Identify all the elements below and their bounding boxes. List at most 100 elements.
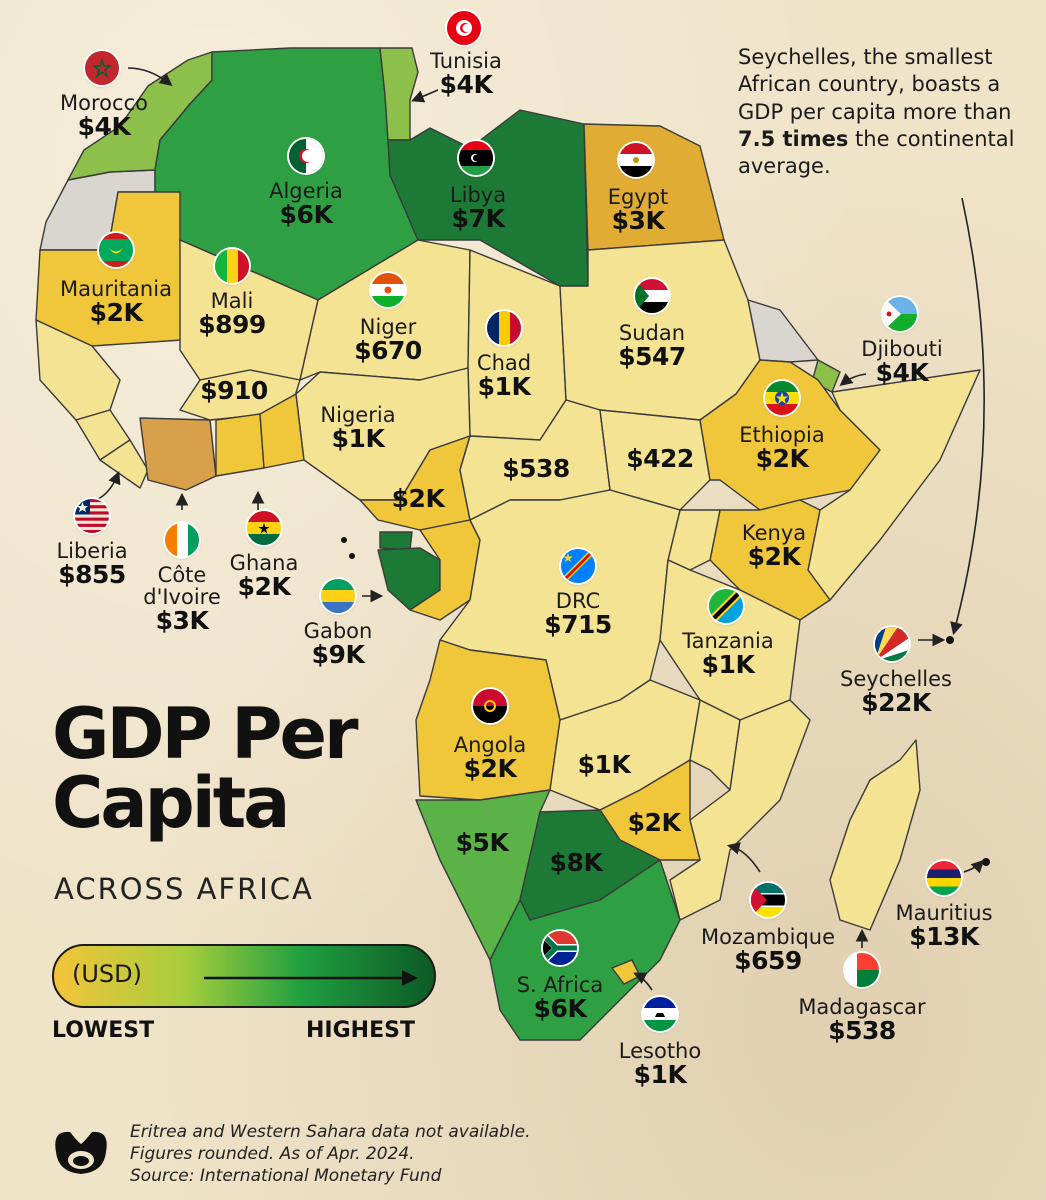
title-line-2: Capita (52, 761, 290, 844)
sudan-flag-icon (635, 279, 669, 313)
angola-label: Angola $2K (454, 734, 527, 782)
cameroon-value: $2K (391, 484, 445, 513)
south-africa-value: $6K (533, 994, 587, 1024)
page-title: GDP Per Capita (52, 693, 359, 844)
cameroon-label: $2K (391, 484, 445, 513)
mauritania-label: Mauritania $2K (60, 278, 172, 326)
mozambique-value: $659 (734, 946, 802, 976)
seychelles-note: Seychelles, the smallest African country… (738, 45, 1015, 179)
mozambique-arrow (726, 842, 761, 873)
djibouti-arrow (839, 373, 867, 386)
libya-flag-icon (459, 141, 493, 175)
lesotho-value: $1K (633, 1060, 687, 1090)
djibouti-name: Djibouti (861, 337, 943, 361)
nigeria-value: $1K (331, 424, 385, 454)
mauritius-flag-icon (927, 861, 961, 895)
publisher-logo-icon (55, 1131, 107, 1174)
lesotho-arrow (633, 972, 653, 991)
mauritius-island (982, 858, 990, 866)
djibouti-value: $4K (875, 358, 929, 388)
mauritania-value: $2K (89, 298, 143, 328)
seychelles-note-arrow (950, 197, 985, 636)
sao-tome-island (341, 537, 347, 543)
niger-flag-icon (371, 273, 405, 307)
egypt-value: $3K (611, 206, 665, 236)
ghana-label: Ghana $2K (230, 552, 299, 600)
cote-divoire-name-line1: Côte (157, 563, 207, 587)
liberia-label: Liberia $855 (56, 540, 127, 588)
seychelles-value: $22K (861, 688, 931, 718)
cote-divoire-label: Côte d'Ivoire $3K (143, 564, 221, 634)
liberia-value: $855 (58, 560, 126, 590)
south-sudan-region (599, 409, 711, 511)
footer-source: Source: International Monetary Fund (130, 1166, 442, 1187)
ghana-region (215, 413, 265, 477)
gabon-value: $9K (311, 640, 365, 670)
cote-divoire-value: $3K (155, 606, 209, 636)
footer-line-2: Figures rounded. As of Apr. 2024. (130, 1144, 415, 1165)
south-africa-name: S. Africa (516, 973, 604, 997)
sudan-value: $547 (618, 342, 686, 372)
tunisia-flag-icon (447, 11, 481, 45)
tanzania-value: $1K (701, 650, 755, 680)
libya-name: Libya (449, 183, 507, 207)
mozambique-flag-icon (751, 883, 785, 917)
madagascar-flag-icon (845, 953, 879, 987)
seychelles-flag-icon (875, 627, 909, 661)
madagascar-value: $538 (828, 1016, 896, 1046)
liberia-arrow (95, 471, 121, 501)
egypt-flag-icon (619, 143, 653, 177)
legend-high-label: HIGHEST (306, 1018, 415, 1043)
chad-name: Chad (476, 351, 532, 375)
seychelles-island (946, 636, 954, 644)
lesotho-name: Lesotho (618, 1039, 702, 1063)
burkina-label: $910 (200, 376, 268, 405)
south-sudan-label: $422 (626, 445, 694, 472)
ethiopia-value: $2K (755, 444, 809, 474)
title-line-1: GDP Per (52, 693, 359, 775)
libya-label: Libya $7K (450, 184, 506, 232)
chad-value: $1K (477, 372, 531, 402)
algeria-label: Algeria $6K (269, 180, 343, 228)
tanzania-flag-icon (709, 589, 743, 623)
cote-divoire-flag-icon (165, 523, 199, 557)
seychelles-name: Seychelles (840, 667, 952, 691)
footer-notes: Eritrea and Western Sahara data not avai… (130, 1121, 530, 1187)
djibouti-label: Djibouti $4K (861, 338, 942, 386)
mali-label: Mali $899 (198, 290, 266, 338)
angola-flag-icon (473, 689, 507, 723)
namibia-label: $5K (456, 829, 509, 856)
libya-value: $7K (451, 204, 505, 234)
drc-name: DRC (555, 589, 601, 613)
zambia-label: $1K (578, 751, 631, 778)
chad-flag-icon (487, 311, 521, 345)
south-africa-flag-icon (543, 931, 577, 965)
footer-line-1: Eritrea and Western Sahara data not avai… (130, 1122, 531, 1142)
niger-name: Niger (359, 315, 417, 339)
burkina-value: $910 (200, 376, 268, 405)
ghana-value: $2K (237, 572, 291, 602)
kenya-value: $2K (747, 542, 801, 572)
angola-value: $2K (463, 754, 517, 784)
morocco-name: Morocco (60, 91, 148, 115)
ethiopia-label: Ethiopia $2K (739, 424, 825, 472)
botswana-label: $8K (550, 849, 603, 876)
mozambique-name: Mozambique (700, 925, 836, 949)
nigeria-label: Nigeria $1K (320, 404, 395, 452)
morocco-value: $4K (77, 112, 131, 142)
mauritius-name: Mauritius (895, 901, 993, 925)
tunisia-value: $4K (439, 70, 493, 100)
liberia-flag-icon (75, 499, 109, 533)
legend-low-label: LOWEST (52, 1018, 155, 1043)
morocco-label: Morocco $4K (60, 92, 148, 140)
lesotho-flag-icon (643, 997, 677, 1031)
mozambique-label: Mozambique $659 (701, 926, 835, 974)
mauritius-arrow (963, 859, 985, 874)
page-subtitle: ACROSS AFRICA (54, 872, 314, 906)
color-scale-legend: (USD) (52, 944, 436, 1008)
drc-value: $715 (544, 610, 612, 640)
sudan-label: Sudan $547 (618, 322, 686, 370)
kenya-label: Kenya $2K (742, 522, 806, 570)
sao-tome-island-2 (349, 553, 355, 559)
